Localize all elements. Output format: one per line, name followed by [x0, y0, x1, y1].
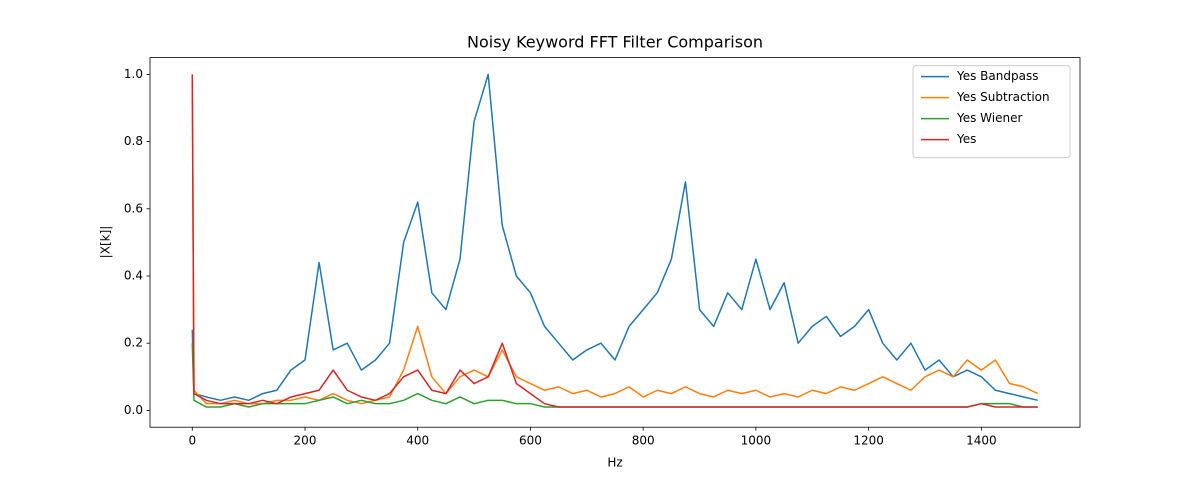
x-tick-label: 0 — [188, 434, 196, 448]
y-tick-label: 0.4 — [124, 269, 143, 283]
legend-label: Yes Bandpass — [956, 69, 1038, 83]
x-tick-label: 800 — [632, 434, 655, 448]
y-tick-label: 1.0 — [124, 67, 143, 81]
y-tick-label: 0.8 — [124, 134, 143, 148]
x-axis-label: Hz — [607, 456, 622, 470]
x-tick-label: 400 — [406, 434, 429, 448]
y-tick-label: 0.2 — [124, 336, 143, 350]
legend-label: Yes Subtraction — [956, 90, 1050, 104]
chart-title: Noisy Keyword FFT Filter Comparison — [467, 33, 763, 52]
legend-label: Yes — [956, 132, 976, 146]
x-tick-label: 600 — [519, 434, 542, 448]
plot-area — [191, 73, 1039, 408]
x-tick-label: 1400 — [966, 434, 997, 448]
y-tick-label: 0.6 — [124, 201, 143, 215]
series-line — [191, 73, 1038, 402]
legend: Yes Bandpass Yes Subtraction Yes Wiener Yes — [912, 65, 1071, 159]
legend-label: Yes Wiener — [956, 111, 1022, 125]
x-tick-label: 200 — [294, 434, 317, 448]
y-tick-label: 0.0 — [124, 403, 143, 417]
legend-box — [912, 65, 1071, 159]
series-line — [191, 74, 1038, 408]
x-tick-label: 1200 — [853, 434, 884, 448]
y-axis-label: |X[k]| — [99, 226, 113, 259]
plot-frame — [149, 57, 1081, 428]
x-tick-label: 1000 — [741, 434, 772, 448]
